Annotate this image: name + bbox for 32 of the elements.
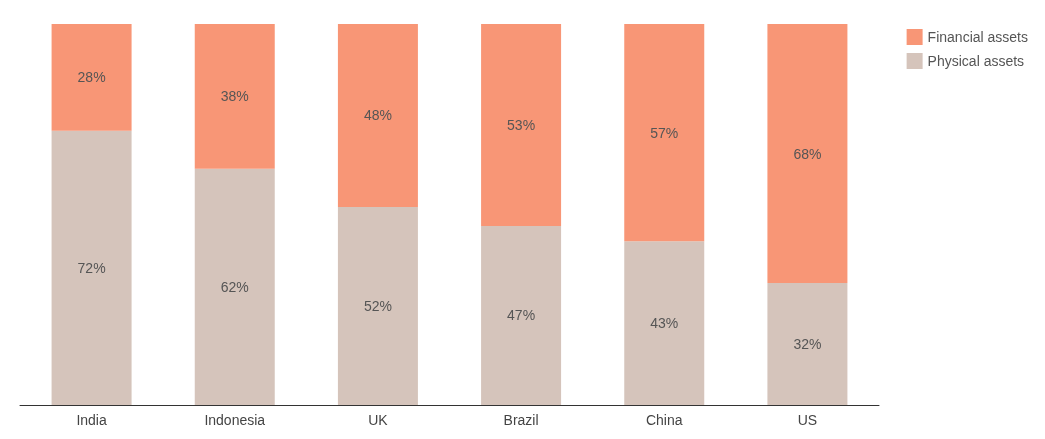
x-tick-label: US	[797, 412, 818, 428]
bar	[624, 24, 705, 242]
bar	[194, 24, 275, 169]
bar	[51, 24, 132, 131]
bar	[624, 241, 705, 405]
bar	[337, 206, 418, 405]
bar	[481, 24, 562, 226]
bar	[51, 130, 132, 405]
data-label: 72%	[77, 259, 106, 276]
x-tick-label: China	[645, 412, 683, 428]
data-label: 47%	[507, 307, 536, 324]
data-label: 38%	[220, 88, 249, 105]
x-tick-label: India	[76, 412, 107, 428]
legend-label: Physical assets	[927, 53, 1025, 69]
data-label: 57%	[650, 124, 679, 141]
bar	[481, 225, 562, 405]
data-label: 28%	[77, 69, 106, 86]
data-label: 48%	[363, 107, 392, 124]
x-tick-label: Indonesia	[204, 412, 266, 428]
data-label: 68%	[793, 145, 822, 162]
x-tick-label: UK	[368, 412, 389, 428]
legend-label: Financial assets	[927, 29, 1029, 45]
data-label: 32%	[793, 336, 822, 353]
data-label: 62%	[220, 278, 249, 295]
data-label: 52%	[363, 297, 392, 314]
x-tick-label: Brazil	[503, 412, 539, 428]
data-label: 43%	[650, 315, 679, 332]
bar	[337, 24, 418, 207]
bar	[767, 24, 848, 284]
data-label: 53%	[507, 116, 536, 133]
bar	[767, 283, 848, 405]
bar	[194, 168, 275, 405]
